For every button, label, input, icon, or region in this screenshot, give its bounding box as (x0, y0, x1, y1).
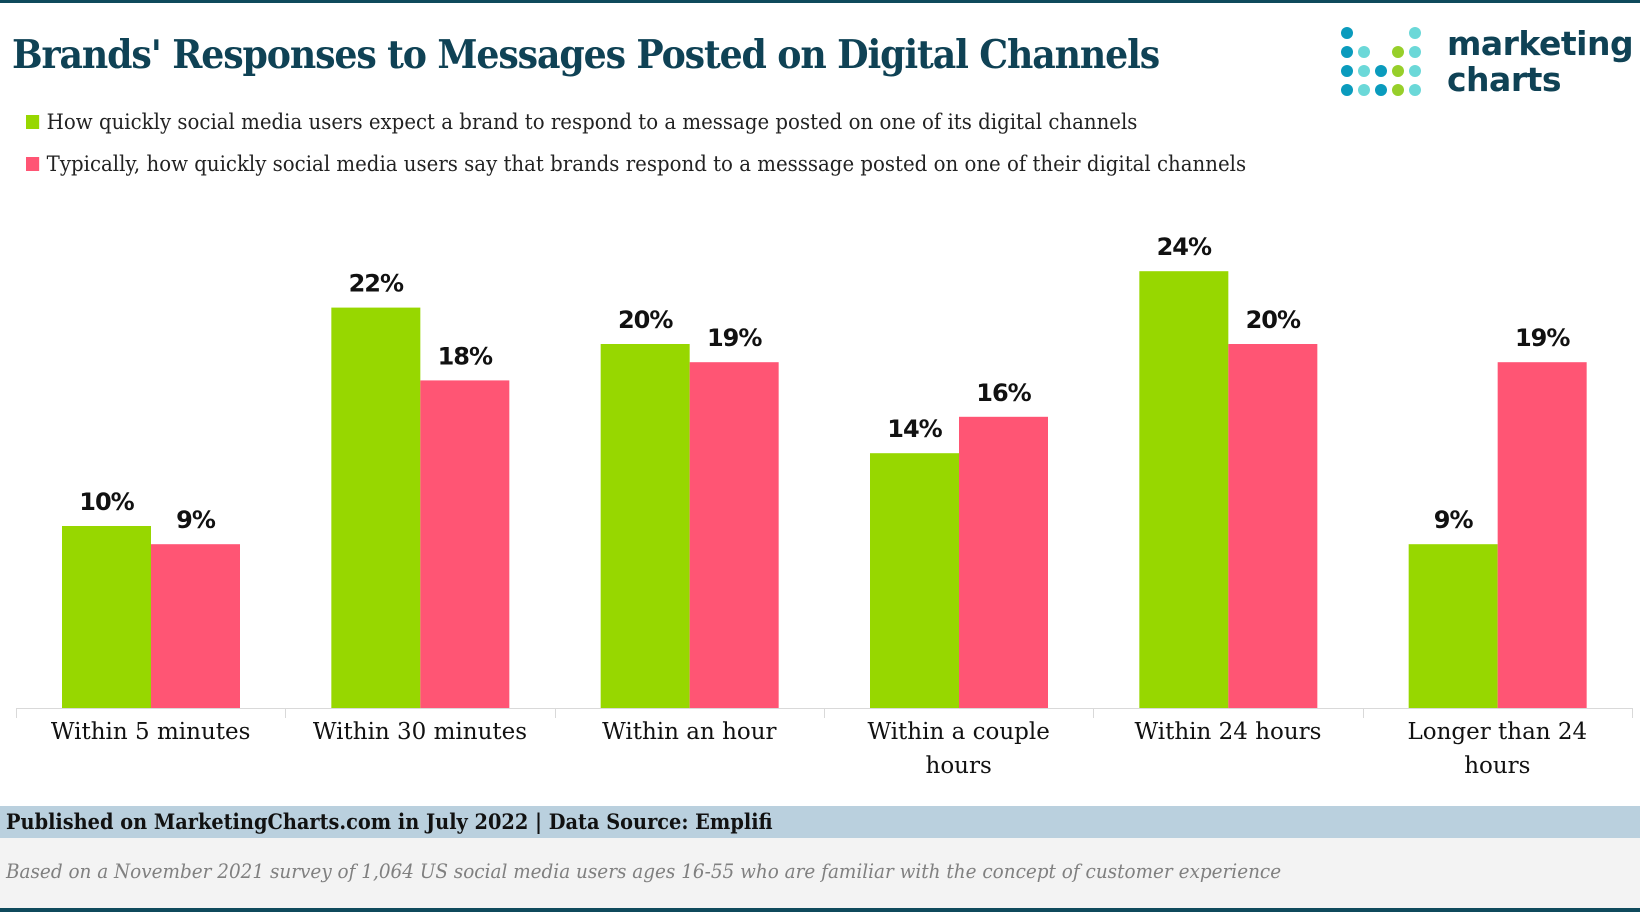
legend-swatch-green (26, 114, 40, 129)
category-label: Within a couple (867, 719, 1049, 745)
logo-dot (1375, 84, 1387, 96)
logo-dot (1341, 46, 1353, 58)
data-label: 18% (438, 342, 493, 370)
data-label: 19% (707, 324, 762, 352)
logo-dot (1375, 65, 1387, 77)
source-bar: Published on MarketingCharts.com in July… (0, 806, 1640, 838)
bar-actual (959, 416, 1048, 708)
category-label: Within an hour (602, 719, 776, 745)
logo-text-charts: charts (1447, 60, 1562, 99)
bar-actual (1497, 362, 1587, 708)
note-bar: Based on a November 2021 survey of 1,064… (0, 838, 1640, 908)
logo-dot (1358, 65, 1370, 77)
bar-expected (1408, 544, 1498, 708)
category-label: hours (1464, 753, 1530, 779)
category-label: Within 30 minutes (313, 719, 527, 745)
data-label: 24% (1157, 233, 1212, 261)
logo-dot (1392, 84, 1404, 96)
data-label: 20% (1246, 306, 1301, 334)
source-text: Published on MarketingCharts.com in July… (6, 809, 773, 834)
bar-actual (1228, 344, 1318, 708)
category-label: Longer than 24 (1407, 719, 1587, 745)
logo-dot (1341, 27, 1353, 39)
bar-actual (151, 544, 240, 708)
data-label: 16% (976, 379, 1031, 407)
bar-expected (870, 453, 959, 708)
logo-dot (1409, 46, 1421, 58)
legend-swatch-pink (26, 156, 40, 171)
logo-dot (1392, 46, 1404, 58)
category-label: hours (926, 753, 992, 779)
logo-dots-icon (1341, 27, 1421, 96)
logo-dot (1341, 84, 1353, 96)
bar-expected (600, 344, 690, 708)
legend-item-expected: How quickly social media users expect a … (26, 110, 1137, 134)
category-label: Within 24 hours (1135, 719, 1322, 745)
data-label: 20% (618, 306, 673, 334)
data-label: 10% (79, 488, 134, 516)
logo-dot (1341, 65, 1353, 77)
bar-expected (62, 526, 151, 708)
bar-expected (331, 307, 421, 708)
bar-expected (1139, 271, 1229, 708)
logo-dot (1358, 46, 1370, 58)
top-border (0, 0, 1640, 3)
logo-text-marketing: marketing (1447, 24, 1634, 63)
survey-note: Based on a November 2021 survey of 1,064… (6, 859, 1282, 883)
logo-dot (1392, 65, 1404, 77)
data-label: 19% (1515, 324, 1570, 352)
bar-chart: 10% 9% Within 5 minutes 22% 18% Within 30 min… (16, 233, 1633, 779)
marketingcharts-logo: marketing charts (1340, 26, 1640, 106)
bar-actual (689, 362, 779, 708)
logo-dot (1409, 27, 1421, 39)
data-label: 9% (1434, 506, 1474, 534)
logo-dot (1409, 65, 1421, 77)
bar-actual (420, 380, 510, 708)
legend-label-actual: Typically, how quickly social media user… (46, 152, 1247, 176)
legend-item-actual: Typically, how quickly social media user… (26, 152, 1246, 176)
bottom-border (0, 908, 1640, 912)
chart-title: Brands' Responses to Messages Posted on … (12, 32, 1160, 78)
category-label: Within 5 minutes (51, 719, 251, 745)
data-label: 14% (887, 415, 942, 443)
legend-label-expected: How quickly social media users expect a … (46, 110, 1138, 134)
logo-dot (1409, 84, 1421, 96)
logo-dot (1358, 84, 1370, 96)
data-label: 9% (176, 506, 216, 534)
data-label: 22% (349, 270, 404, 298)
